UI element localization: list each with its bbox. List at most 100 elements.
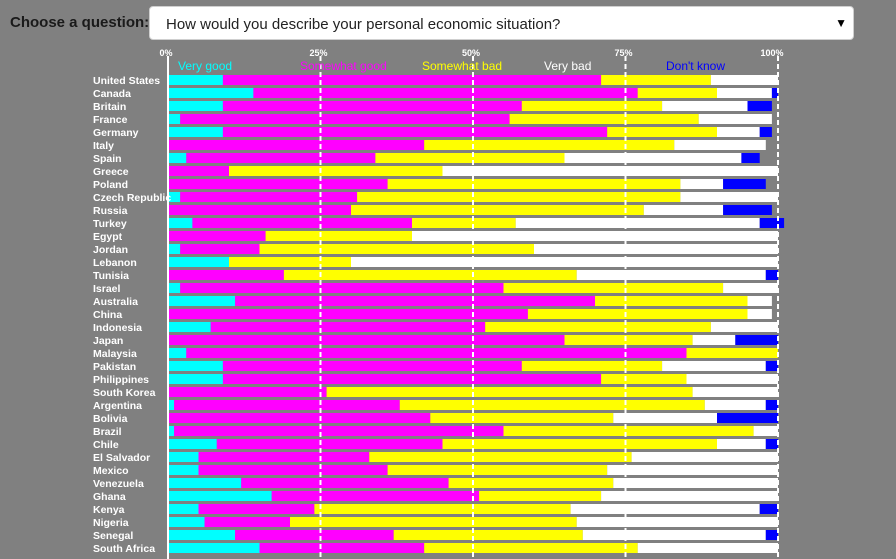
bar-segment	[704, 400, 766, 410]
bar-segment	[613, 478, 778, 488]
bar-segment	[424, 140, 675, 150]
bar-segment	[448, 478, 614, 488]
bar-segment	[168, 140, 425, 150]
category-label: Brazil	[93, 426, 122, 438]
category-label: Poland	[93, 179, 128, 191]
category-label: Malaysia	[93, 348, 137, 360]
bar-segment	[759, 218, 785, 228]
question-bar: Choose a question: How would you describ…	[0, 0, 896, 44]
bar-segment	[351, 257, 778, 267]
bar-segment	[168, 101, 223, 111]
category-label: Britain	[93, 101, 126, 113]
bar-segment	[479, 491, 602, 501]
bar-segment	[186, 153, 376, 163]
bar-segment	[168, 400, 175, 410]
bar-segment	[765, 361, 778, 371]
category-label: El Salvador	[93, 452, 150, 464]
bar-segment	[692, 387, 778, 397]
bar-segment	[430, 413, 614, 423]
bar-segment	[412, 231, 778, 241]
triangle-down-icon: ▼	[835, 16, 847, 30]
bar-segment	[747, 101, 772, 111]
bar-segment	[357, 192, 681, 202]
bar-segment	[521, 361, 663, 371]
bar-segment	[168, 270, 284, 280]
bar-segment	[168, 283, 181, 293]
bar-segment	[180, 192, 358, 202]
bar-segment	[259, 244, 534, 254]
bar-segment	[229, 257, 351, 267]
bar-segment	[375, 153, 565, 163]
category-label: United States	[93, 75, 160, 87]
bar-segment	[765, 270, 778, 280]
bar-segment	[198, 452, 370, 462]
bar-segment	[186, 348, 687, 358]
bar-segment	[192, 218, 412, 228]
category-label: Israel	[93, 283, 121, 295]
bar-segment	[168, 452, 199, 462]
bar-segment	[168, 322, 211, 332]
category-label: Czech Republic	[93, 192, 171, 204]
category-label: Venezuela	[93, 478, 144, 490]
bar-segment	[168, 179, 388, 189]
bar-segment	[168, 75, 223, 85]
bar-segment	[393, 530, 583, 540]
bar-segment	[216, 439, 443, 449]
category-label: Philippines	[93, 374, 149, 386]
bar-segment	[680, 179, 724, 189]
bar-segment	[399, 400, 705, 410]
question-select[interactable]: How would you describe your personal eco…	[149, 6, 854, 40]
bar-segment	[412, 218, 516, 228]
category-label: Italy	[93, 140, 114, 152]
x-tick-label: 0%	[159, 48, 172, 58]
category-label: Kenya	[93, 504, 125, 516]
bar-segment	[229, 166, 443, 176]
bar-segment	[168, 361, 223, 371]
bar-segment	[717, 88, 772, 98]
bar-segment	[222, 75, 602, 85]
bar-segment	[168, 309, 528, 319]
bar-segment	[442, 439, 717, 449]
bar-segment	[570, 504, 760, 514]
legend-entry: Somewhat bad	[422, 59, 502, 73]
category-label: France	[93, 114, 128, 126]
category-label: Mexico	[93, 465, 129, 477]
bar-segment	[168, 465, 199, 475]
bar-segment	[259, 543, 425, 553]
bar-segment	[515, 218, 760, 228]
bar-segment	[198, 504, 315, 514]
category-label: Russia	[93, 205, 128, 217]
bar-segment	[235, 296, 595, 306]
category-label: Lebanon	[93, 257, 137, 269]
bar-segment	[723, 179, 766, 189]
bar-segment	[710, 75, 778, 85]
bar-segment	[168, 348, 187, 358]
bar-segment	[698, 114, 772, 124]
bar-segment	[222, 127, 608, 137]
category-label: Japan	[93, 335, 123, 347]
bar-segment	[222, 101, 522, 111]
bar-segment	[351, 205, 644, 215]
bar-segment	[168, 387, 327, 397]
bar-segment	[564, 153, 742, 163]
x-tick-label: 25%	[309, 48, 327, 58]
x-tick-label: 50%	[462, 48, 480, 58]
bar-segment	[674, 140, 766, 150]
bar-segment	[180, 114, 510, 124]
bar-segment	[168, 504, 199, 514]
bar-segment	[168, 218, 193, 228]
category-label: Ghana	[93, 491, 126, 503]
bar-segment	[168, 257, 229, 267]
bar-segment	[710, 322, 778, 332]
bar-segment	[765, 400, 778, 410]
legend-entry: Somewhat good	[300, 59, 387, 73]
bar-segment	[631, 452, 778, 462]
bar-segment	[741, 153, 760, 163]
bar-segment	[595, 296, 748, 306]
bar-segment	[222, 361, 522, 371]
bar-segment	[686, 374, 778, 384]
bar-segment	[601, 75, 711, 85]
bar-segment	[759, 127, 772, 137]
bar-segment	[723, 205, 772, 215]
bar-segment	[168, 478, 242, 488]
